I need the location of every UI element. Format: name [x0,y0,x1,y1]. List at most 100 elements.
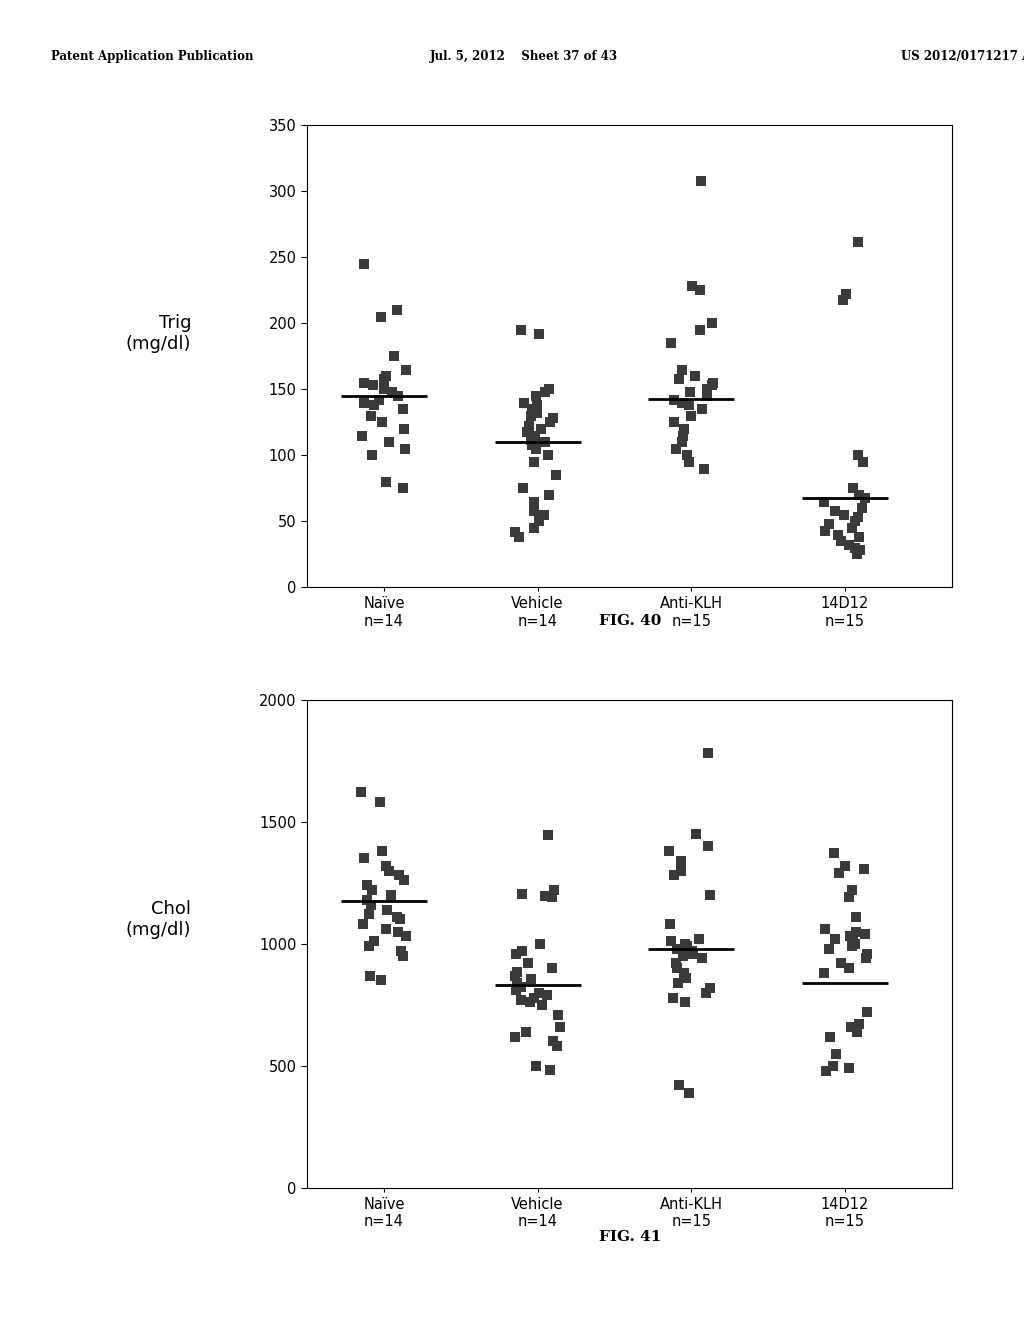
Point [842,925,858,946]
Point [835,289,851,310]
Point [837,855,853,876]
Point [841,1057,857,1078]
Point [519,953,536,974]
Point [685,942,701,964]
Point [389,921,406,942]
Point [826,843,843,865]
Point [700,836,717,857]
Point [688,824,705,845]
Point [529,395,546,416]
Point [549,1036,565,1057]
Point [512,319,528,341]
Point [703,375,720,396]
Point [826,928,843,949]
Point [541,379,557,400]
Point [532,418,549,440]
Point [854,498,870,519]
Text: Jul. 5, 2012    Sheet 37 of 43: Jul. 5, 2012 Sheet 37 of 43 [430,50,618,63]
Point [515,478,531,499]
Point [674,359,690,380]
Point [544,958,560,979]
Point [356,253,373,275]
Point [847,933,863,954]
Point [684,941,700,962]
Point [517,1022,534,1043]
Point [698,982,715,1003]
Point [373,306,389,327]
Point [397,925,414,946]
Text: FIG. 41: FIG. 41 [599,1230,660,1245]
Point [854,451,870,473]
Point [389,300,406,321]
Point [536,504,552,525]
Point [522,429,539,450]
Point [354,425,371,446]
Point [675,425,691,446]
Point [857,924,873,945]
Point [850,231,866,252]
Point [353,781,370,803]
Point [662,841,678,862]
Point [702,977,719,998]
Point [851,1014,867,1035]
Point [360,936,377,957]
Point [841,535,857,556]
Point [682,405,698,426]
Point [552,1016,568,1038]
Point [545,408,561,429]
Point [676,962,692,983]
Point [366,375,382,396]
Point [550,1005,566,1026]
Point [665,987,681,1008]
Point [364,879,380,900]
Point [528,403,545,424]
Point [546,879,562,900]
Text: FIG. 40: FIG. 40 [599,614,660,628]
Point [527,425,544,446]
Point [845,478,861,499]
Point [374,841,390,862]
Point [527,1056,544,1077]
Point [356,372,373,393]
Point [383,884,399,906]
Point [694,399,711,420]
Point [662,913,678,935]
Point [394,478,411,499]
Point [669,958,685,979]
Point [692,170,709,191]
Point [392,908,409,929]
Point [857,487,873,508]
Point [373,970,389,991]
Point [851,527,867,548]
Point [507,1026,523,1047]
Point [548,465,564,486]
Point [378,855,394,876]
Point [398,359,415,380]
Point [511,527,527,548]
Point [669,939,685,960]
Y-axis label: Trig
(mg/dl): Trig (mg/dl) [126,314,191,352]
Point [671,1074,687,1096]
Point [514,883,530,904]
Point [692,280,709,301]
Point [834,531,850,552]
Point [508,979,524,1001]
Point [841,958,857,979]
Point [358,875,375,896]
Point [848,921,864,942]
Point [523,405,540,426]
Point [674,392,690,413]
Point [695,458,712,479]
Point [676,418,692,440]
Point [675,945,691,966]
Point [681,1082,697,1104]
Point [851,484,867,506]
Point [699,743,716,764]
Point [540,445,556,466]
Point [396,438,413,459]
Point [668,438,684,459]
Point [381,432,397,453]
Point [384,381,400,403]
Point [386,346,402,367]
Point [542,1060,558,1081]
